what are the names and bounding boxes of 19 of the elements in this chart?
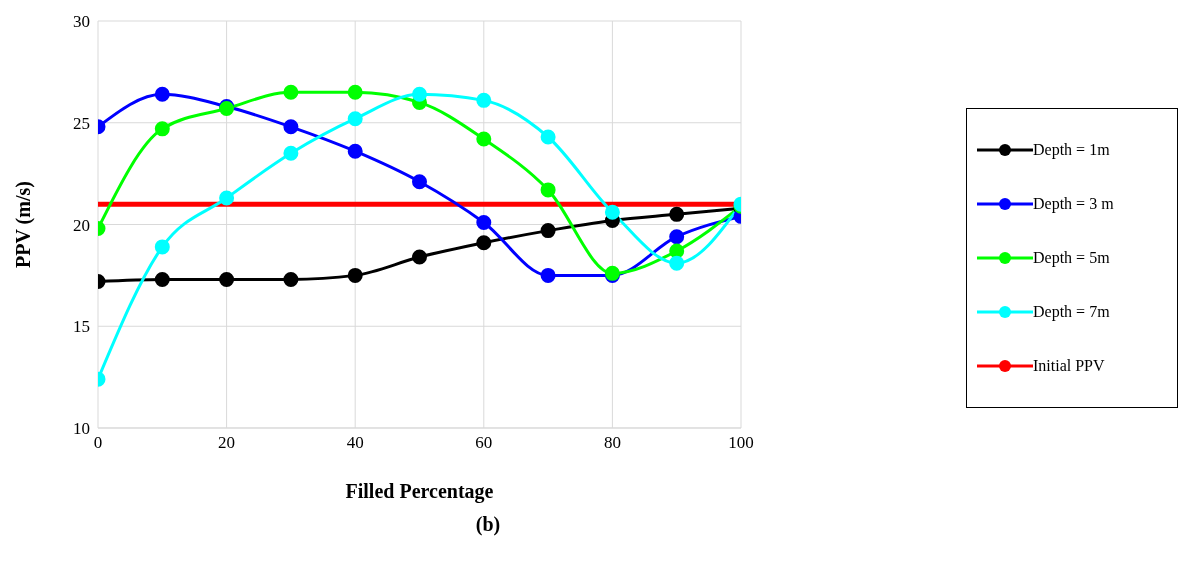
legend-label: Depth = 7m: [1033, 303, 1110, 321]
legend-label: Depth = 1m: [1033, 141, 1110, 159]
x-tick-label: 100: [728, 433, 754, 453]
x-tick-label: 0: [93, 433, 103, 453]
x-axis-title: Filled Percentage: [345, 480, 494, 503]
x-tick-label: 60: [475, 433, 493, 453]
y-axis-title: PPV (m/s): [12, 181, 36, 268]
y-tick-label: 10: [73, 419, 90, 439]
legend-label: Depth = 3 m: [1033, 195, 1114, 213]
y-tick-label: 30: [73, 12, 90, 32]
y-tick-label: 20: [73, 215, 90, 235]
text: (b): [474, 513, 502, 536]
legend-label: Initial PPV: [1033, 357, 1105, 375]
legend-label: Depth = 5m: [1033, 249, 1110, 267]
y-tick-label: 25: [73, 113, 90, 133]
x-tick-label: 20: [218, 433, 236, 453]
y-tick-label: 15: [73, 317, 90, 337]
x-tick-label: 80: [603, 433, 621, 453]
x-tick-label: 40: [346, 433, 364, 453]
